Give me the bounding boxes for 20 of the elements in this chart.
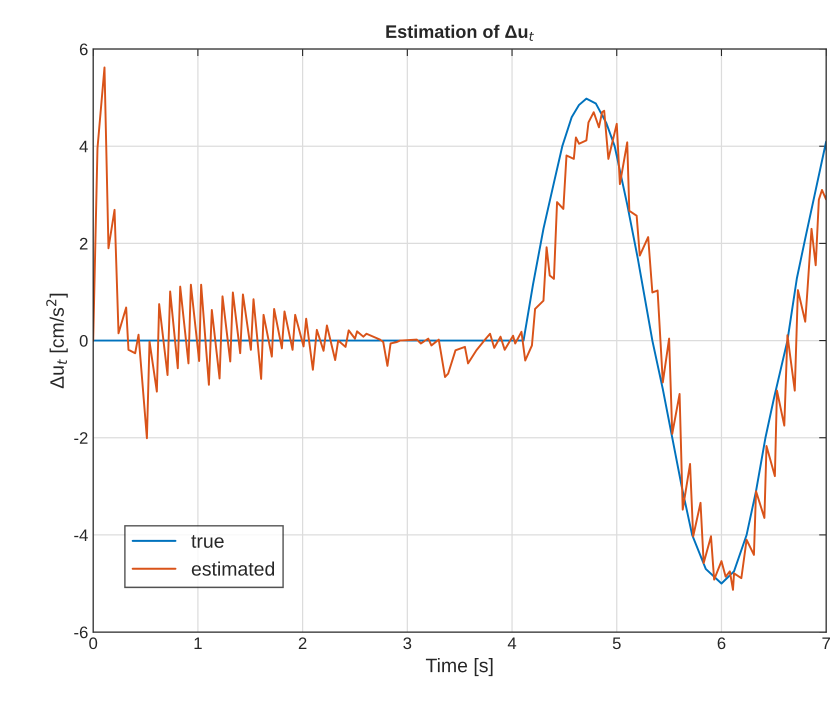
x-tick-label: 4 <box>508 638 516 650</box>
legend-label: true <box>191 535 224 548</box>
x-tick-label: 5 <box>612 638 621 650</box>
x-tick-label: 0 <box>89 637 98 650</box>
x-axis-title: Time [s] <box>426 658 492 676</box>
x-tick-label: 6 <box>718 637 726 650</box>
y-axis-title: Δu$_{t}$ [cm/s$^{2}$] <box>46 294 68 388</box>
x-tick-label: 3 <box>403 637 412 650</box>
y-tick-label: -6 <box>74 626 88 638</box>
y-tick-label: 4 <box>79 140 88 152</box>
y-tick-label: 6 <box>80 43 88 56</box>
x-tick-label: 1 <box>194 638 202 650</box>
y-tick-label: 2 <box>80 238 88 250</box>
chart-title: Estimation of Δu$_{t}$ <box>386 24 534 41</box>
x-tick-label: 7 <box>822 638 830 650</box>
legend-label: estimated <box>192 561 274 576</box>
x-tick-label: 2 <box>298 637 306 650</box>
y-tick-label: -4 <box>74 529 88 541</box>
y-tick-label: 0 <box>80 334 88 347</box>
y-tick-label: -2 <box>74 432 88 444</box>
